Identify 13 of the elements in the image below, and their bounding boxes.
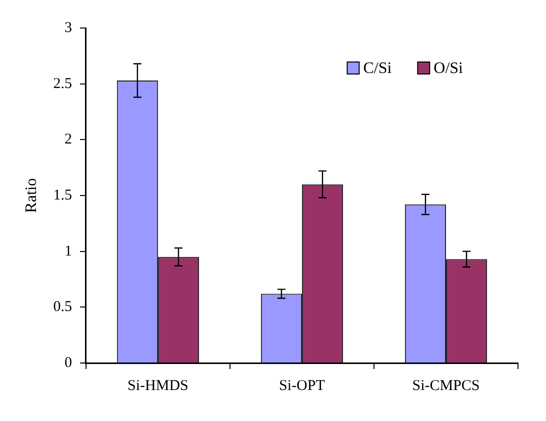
y-tick-label: 2.5 [53,76,72,92]
y-tick-label: 1 [64,243,72,260]
x-tick-label: Si-CMPCS [412,378,480,394]
y-tick-label: 2 [64,132,72,148]
x-tick-label: Si-OPT [279,378,325,394]
x-tick-label: Si-HMDS [128,378,188,394]
y-tick-label: 3 [64,20,72,36]
y-tick-label: 0.5 [53,299,72,316]
legend-label: C/Si [363,60,392,78]
y-axis-title: Ratio [22,178,40,213]
y-tick-label: 0 [64,354,72,371]
legend-label: O/Si [434,60,464,78]
y-tick-label: 1.5 [53,187,72,204]
